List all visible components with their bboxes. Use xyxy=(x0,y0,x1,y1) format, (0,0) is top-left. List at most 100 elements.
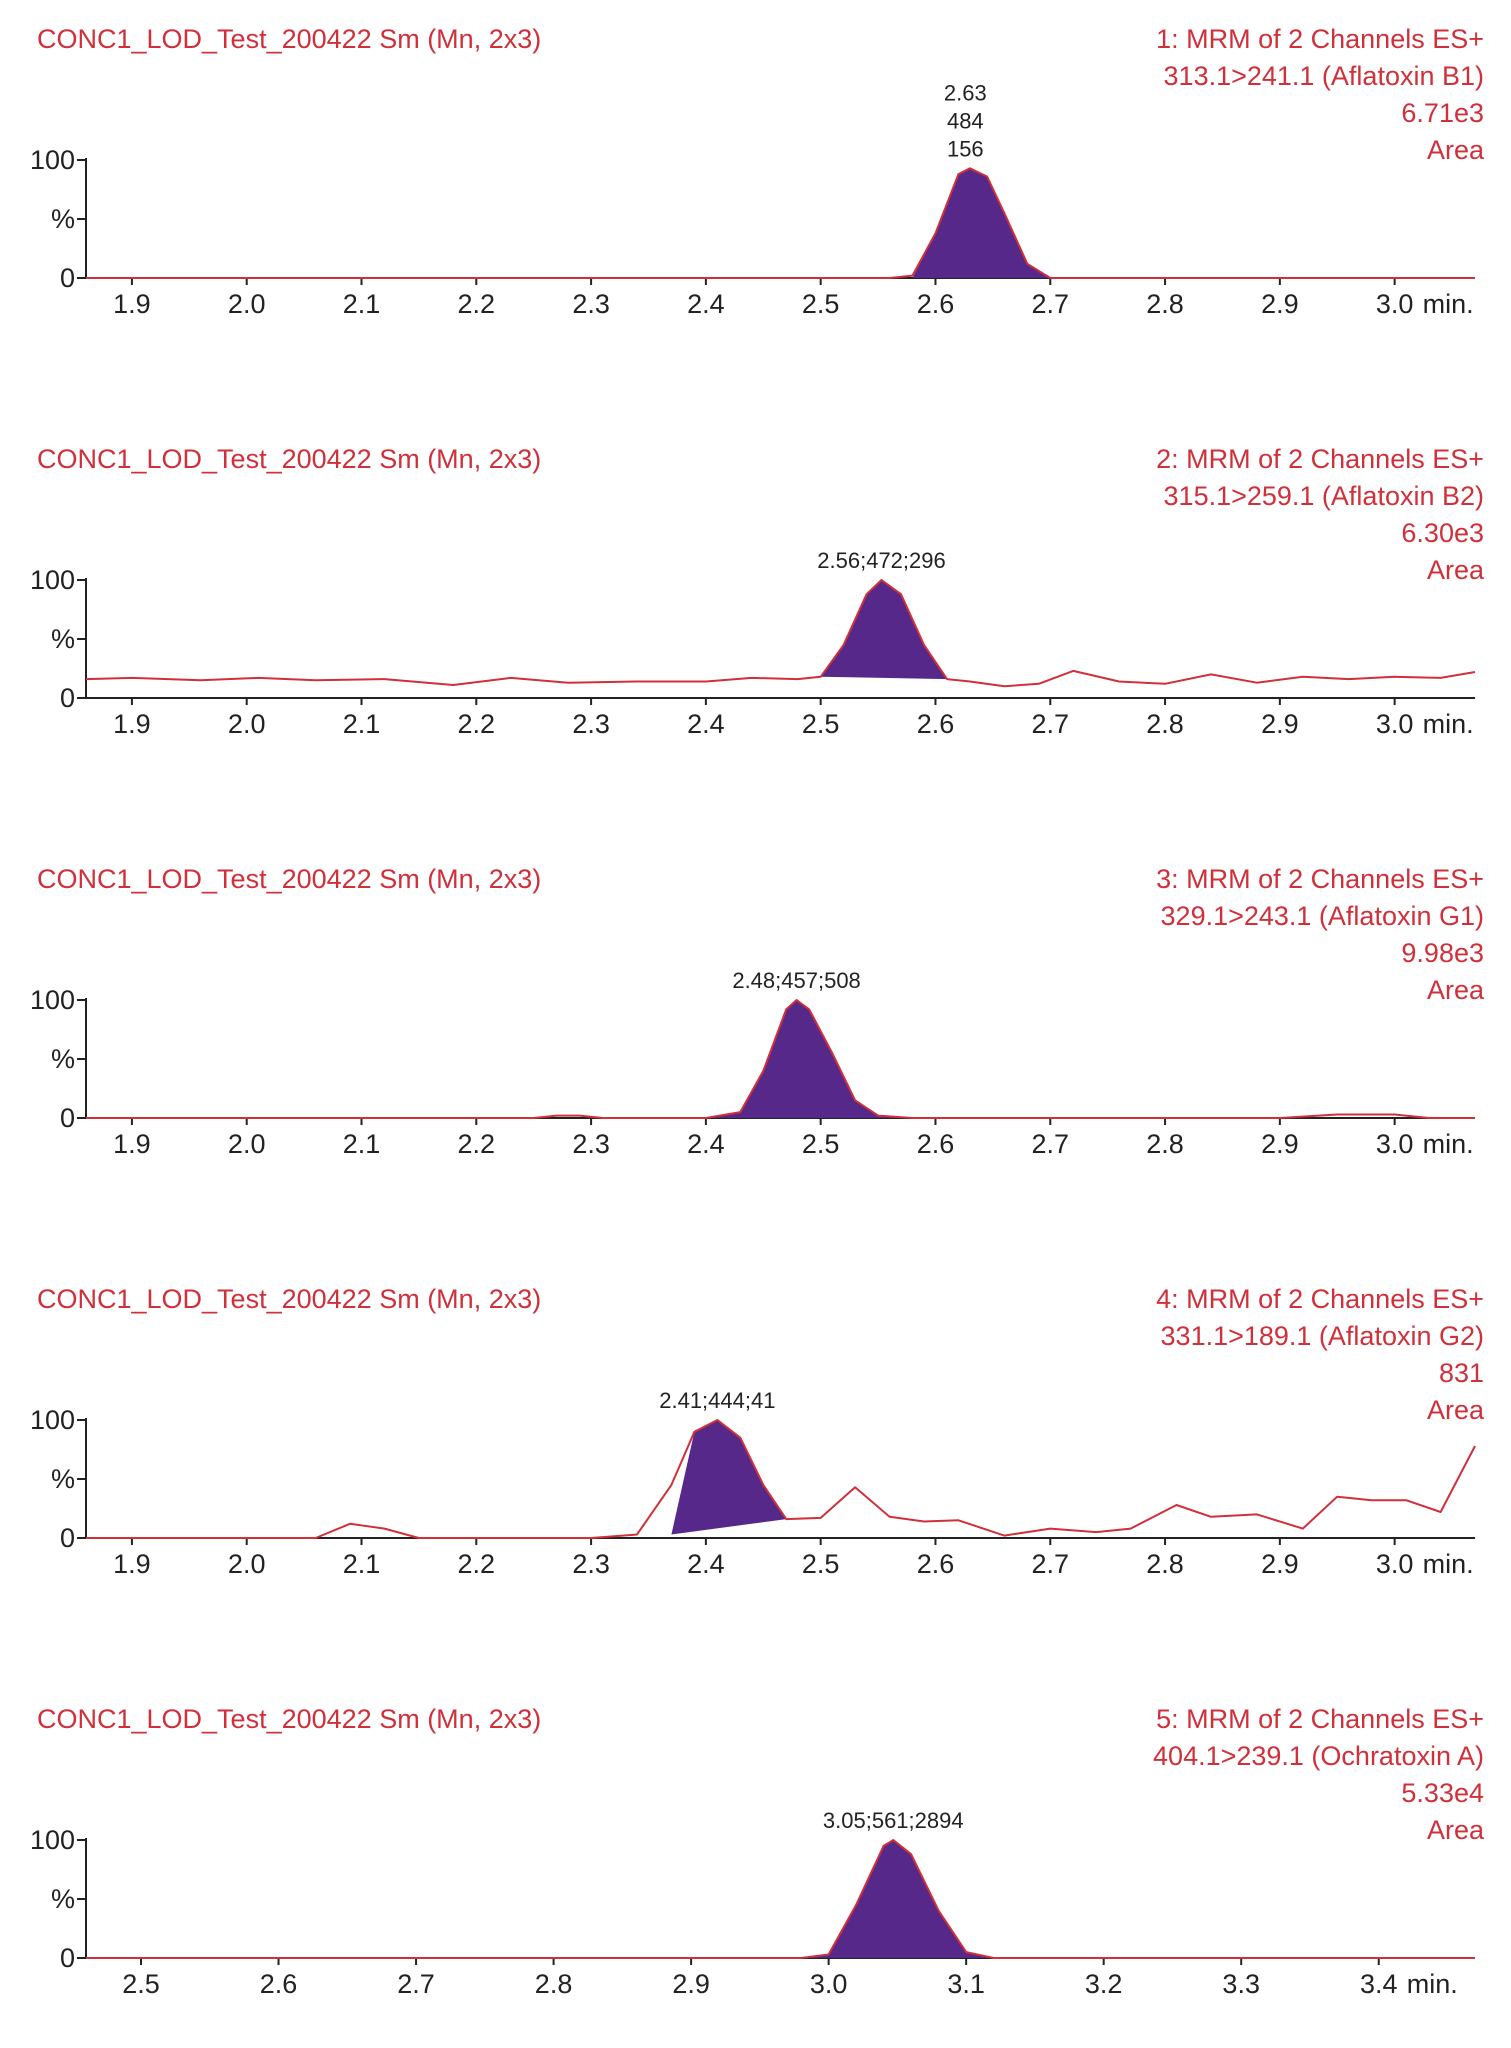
x-tick-label: 2.6 xyxy=(917,289,955,319)
x-tick-label: 3.0 xyxy=(1376,1129,1414,1159)
x-tick-label: 3.0 xyxy=(1376,709,1414,739)
peak-area xyxy=(912,168,1051,278)
x-tick-label: 2.0 xyxy=(228,1549,266,1579)
x-tick-label: 2.0 xyxy=(228,709,266,739)
x-tick-label: 2.7 xyxy=(1031,709,1069,739)
x-tick-label: 3.0 xyxy=(810,1969,848,1999)
y-tick-label: 100 xyxy=(30,565,75,595)
peak-area xyxy=(671,1420,787,1535)
x-tick-label: 3.0 xyxy=(1376,289,1414,319)
y-tick-label: % xyxy=(51,624,75,654)
y-tick-label: 0 xyxy=(60,263,75,293)
header-line-3: 831 xyxy=(1439,1358,1484,1388)
x-tick-label: 3.4 xyxy=(1360,1969,1398,1999)
x-tick-label: 2.6 xyxy=(917,1129,955,1159)
chromatogram-panel-1: CONC1_LOD_Test_200422 Sm (Mn, 2x3) 1: MRM… xyxy=(30,24,1485,319)
x-tick-label: 2.3 xyxy=(572,1549,610,1579)
y-tick-label: % xyxy=(51,204,75,234)
x-tick-label: 1.9 xyxy=(113,1129,151,1159)
peak-label: 156 xyxy=(947,136,984,161)
x-tick-label: 2.8 xyxy=(535,1969,573,1999)
header-line-4: Area xyxy=(1427,555,1485,585)
header-line-2: 404.1>239.1 (Ochratoxin A) xyxy=(1153,1741,1484,1771)
x-tick-label: 2.7 xyxy=(397,1969,435,1999)
peak-label: 2.63 xyxy=(944,80,987,105)
chromatogram-trace xyxy=(86,999,1475,1119)
x-tick-label: 3.3 xyxy=(1222,1969,1260,1999)
y-tick-label: % xyxy=(51,1464,75,1494)
header-line-3: 9.98e3 xyxy=(1401,938,1484,968)
x-tick-label: 1.9 xyxy=(113,1549,151,1579)
chromatogram-panel-4: CONC1_LOD_Test_200422 Sm (Mn, 2x3) 4: MRM… xyxy=(30,1284,1485,1579)
y-tick-label: % xyxy=(51,1884,75,1914)
y-tick-label: 0 xyxy=(60,1523,75,1553)
peak-label: 2.48;457;508 xyxy=(732,968,860,993)
x-unit-label: min. xyxy=(1423,289,1474,319)
x-tick-label: 2.7 xyxy=(1031,289,1069,319)
x-tick-label: 2.9 xyxy=(1261,1129,1299,1159)
y-tick-label: 100 xyxy=(30,145,75,175)
x-unit-label: min. xyxy=(1423,709,1474,739)
x-tick-label: 2.8 xyxy=(1146,289,1184,319)
chromatogram-panel-2: CONC1_LOD_Test_200422 Sm (Mn, 2x3) 2: MRM… xyxy=(30,444,1485,739)
header-line-2: 315.1>259.1 (Aflatoxin B2) xyxy=(1164,481,1484,511)
x-tick-label: 2.2 xyxy=(458,709,496,739)
x-tick-label: 2.5 xyxy=(802,1129,840,1159)
peak-area xyxy=(820,580,947,680)
header-line-1: 5: MRM of 2 Channels ES+ xyxy=(1156,1704,1484,1734)
x-tick-label: 2.2 xyxy=(458,1549,496,1579)
y-tick-label: % xyxy=(51,1044,75,1074)
x-tick-label: 3.2 xyxy=(1085,1969,1123,1999)
x-tick-label: 2.4 xyxy=(687,1549,725,1579)
x-tick-label: 2.7 xyxy=(1031,1549,1069,1579)
x-tick-label: 2.6 xyxy=(917,709,955,739)
x-tick-label: 2.4 xyxy=(687,709,725,739)
x-tick-label: 2.1 xyxy=(343,1549,381,1579)
header-line-1: 4: MRM of 2 Channels ES+ xyxy=(1156,1284,1484,1314)
peak-label: 484 xyxy=(947,108,984,133)
header-line-1: 2: MRM of 2 Channels ES+ xyxy=(1156,444,1484,474)
header-line-4: Area xyxy=(1427,975,1485,1005)
header-line-2: 313.1>241.1 (Aflatoxin B1) xyxy=(1164,61,1484,91)
header-line-3: 6.30e3 xyxy=(1401,518,1484,548)
x-tick-label: 2.8 xyxy=(1146,1549,1184,1579)
x-tick-label: 2.8 xyxy=(1146,1129,1184,1159)
x-tick-label: 2.9 xyxy=(1261,709,1299,739)
header-line-3: 5.33e4 xyxy=(1401,1778,1484,1808)
x-tick-label: 3.1 xyxy=(947,1969,985,1999)
y-tick-label: 0 xyxy=(60,1103,75,1133)
x-tick-label: 2.8 xyxy=(1146,709,1184,739)
x-tick-label: 2.4 xyxy=(687,1129,725,1159)
x-tick-label: 1.9 xyxy=(113,709,151,739)
chromatogram-trace xyxy=(85,579,1476,688)
x-tick-label: 2.5 xyxy=(802,709,840,739)
y-tick-label: 100 xyxy=(30,1825,75,1855)
x-tick-label: 2.0 xyxy=(228,289,266,319)
header-line-2: 331.1>189.1 (Aflatoxin G2) xyxy=(1161,1321,1484,1351)
peak-area xyxy=(705,1000,913,1118)
chromatogram-trace xyxy=(86,1839,1475,1959)
sample-name: CONC1_LOD_Test_200422 Sm (Mn, 2x3) xyxy=(37,1704,541,1734)
x-tick-label: 2.4 xyxy=(687,289,725,319)
x-tick-label: 2.5 xyxy=(802,1549,840,1579)
sample-name: CONC1_LOD_Test_200422 Sm (Mn, 2x3) xyxy=(37,1284,541,1314)
x-tick-label: 2.6 xyxy=(917,1549,955,1579)
chromatogram-panel-5: CONC1_LOD_Test_200422 Sm (Mn, 2x3) 5: MRM… xyxy=(30,1704,1485,1999)
x-tick-label: 2.9 xyxy=(672,1969,710,1999)
x-tick-label: 2.5 xyxy=(802,289,840,319)
y-tick-label: 0 xyxy=(60,683,75,713)
x-tick-label: 2.3 xyxy=(572,289,610,319)
x-tick-label: 2.7 xyxy=(1031,1129,1069,1159)
chromatogram-panel-3: CONC1_LOD_Test_200422 Sm (Mn, 2x3) 3: MRM… xyxy=(30,864,1485,1159)
x-tick-label: 2.1 xyxy=(343,709,381,739)
x-tick-label: 2.6 xyxy=(260,1969,298,1999)
sample-name: CONC1_LOD_Test_200422 Sm (Mn, 2x3) xyxy=(37,444,541,474)
header-line-4: Area xyxy=(1427,1815,1485,1845)
x-tick-label: 2.9 xyxy=(1261,289,1299,319)
sample-name: CONC1_LOD_Test_200422 Sm (Mn, 2x3) xyxy=(37,864,541,894)
header-line-2: 329.1>243.1 (Aflatoxin G1) xyxy=(1161,901,1484,931)
header-line-4: Area xyxy=(1427,1395,1485,1425)
x-tick-label: 1.9 xyxy=(113,289,151,319)
